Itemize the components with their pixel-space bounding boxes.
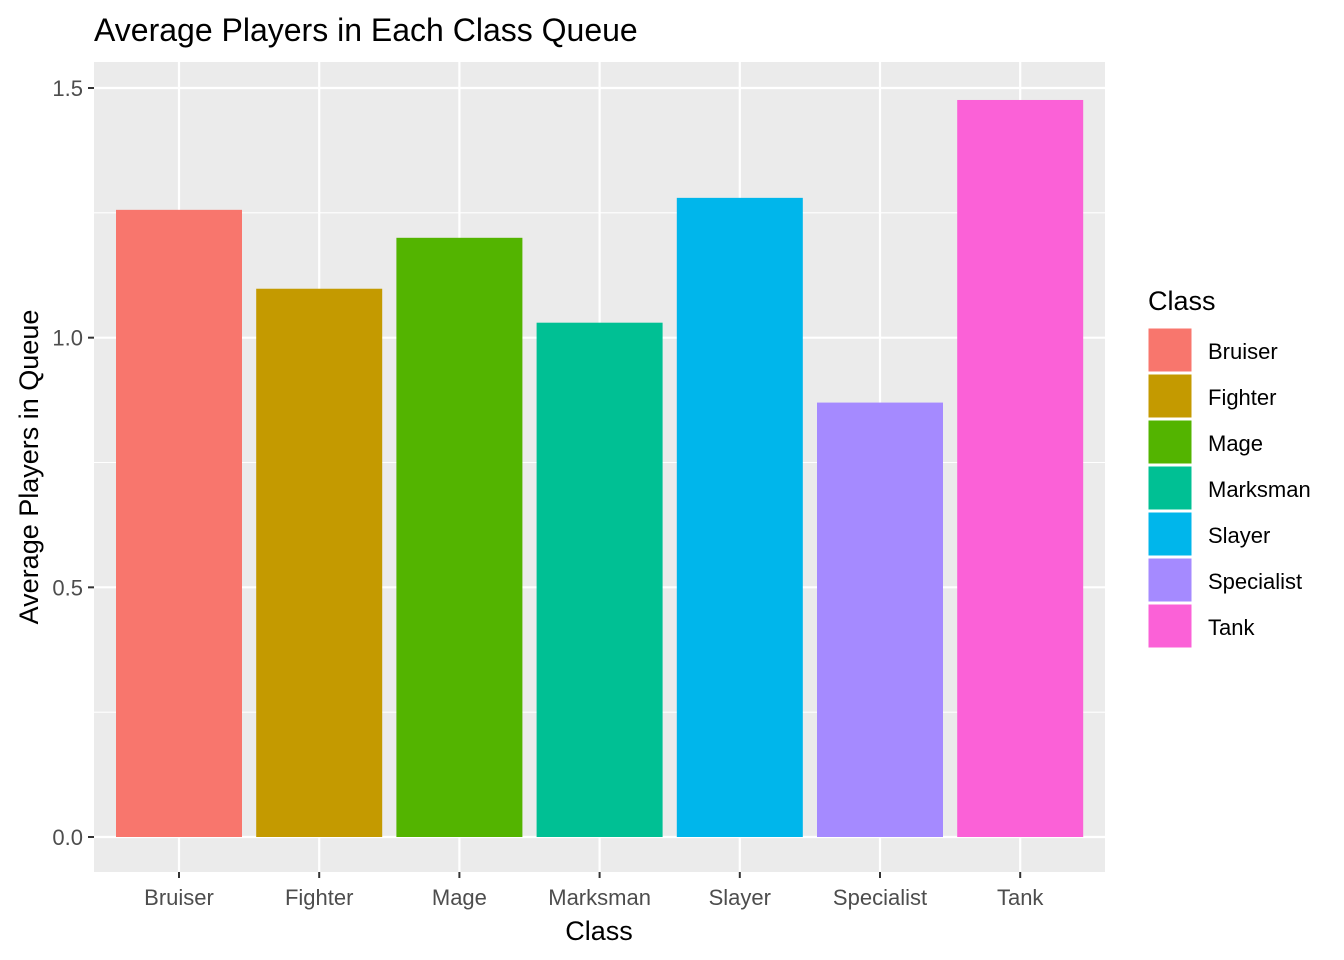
x-tick-label: Bruiser: [144, 885, 214, 910]
x-tick-label: Fighter: [285, 885, 353, 910]
legend-title: Class: [1148, 286, 1216, 316]
legend-key-marksman: [1147, 465, 1193, 511]
x-axis-title: Class: [565, 916, 633, 946]
y-axis-title: Average Players in Queue: [14, 310, 44, 625]
legend-key-fighter: [1147, 373, 1193, 419]
legend-key-mage: [1147, 419, 1193, 465]
bar-specialist: [817, 402, 943, 837]
legend-label-marksman: Marksman: [1208, 477, 1311, 502]
legend-label-specialist: Specialist: [1208, 569, 1302, 594]
legend: Class Bruiser Fighter Mage Marksman Slayer Sp…: [1147, 286, 1311, 649]
legend-label-slayer: Slayer: [1208, 523, 1270, 548]
legend-label-fighter: Fighter: [1208, 385, 1276, 410]
bar-slayer: [676, 197, 803, 837]
legend-label-mage: Mage: [1208, 431, 1263, 456]
y-tick-label: 0.5: [52, 575, 83, 600]
legend-key-bruiser: [1147, 327, 1193, 373]
bar-tank: [957, 99, 1084, 837]
x-tick-label: Marksman: [548, 885, 651, 910]
bars-group: [116, 99, 1084, 838]
bar-fighter: [256, 288, 383, 837]
legend-key-tank: [1147, 603, 1193, 649]
x-tick-label: Mage: [432, 885, 487, 910]
legend-items: Bruiser Fighter Mage Marksman Slayer Speciali…: [1147, 327, 1311, 649]
legend-label-tank: Tank: [1208, 615, 1255, 640]
y-axis: 0.0 0.5 1.0 1.5: [52, 76, 94, 850]
bar-mage: [396, 237, 523, 838]
x-tick-label: Tank: [997, 885, 1044, 910]
x-tick-label: Slayer: [709, 885, 771, 910]
x-axis: Bruiser Fighter Mage Marksman Slayer Speciali…: [144, 872, 1044, 910]
y-tick-label: 1.5: [52, 76, 83, 101]
bar-marksman: [536, 322, 663, 838]
chart-title: Average Players in Each Class Queue: [94, 12, 638, 48]
x-tick-label: Specialist: [833, 885, 927, 910]
y-tick-label: 1.0: [52, 326, 83, 351]
legend-label-bruiser: Bruiser: [1208, 339, 1278, 364]
bar-bruiser: [116, 209, 242, 837]
y-tick-label: 0.0: [52, 825, 83, 850]
legend-key-slayer: [1147, 511, 1193, 557]
legend-key-specialist: [1147, 557, 1193, 603]
